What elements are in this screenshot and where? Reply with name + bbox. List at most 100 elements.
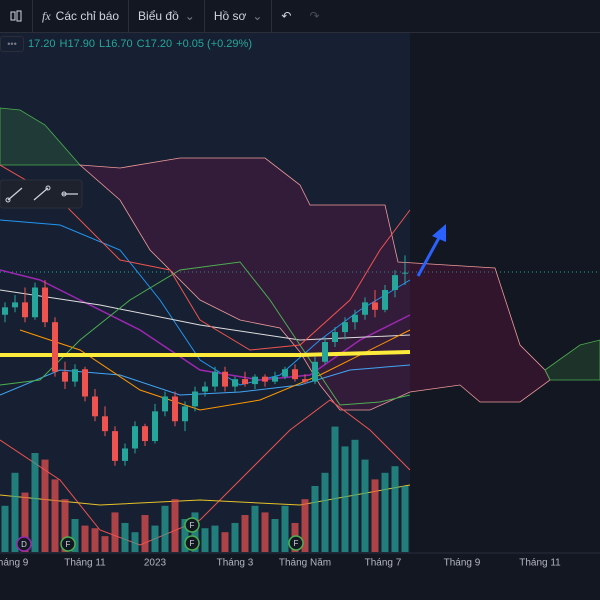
volume-bar [11,472,19,552]
event-marker [288,535,304,551]
candle-body [242,379,248,385]
toolbar: fx Các chỉ báo Biểu đồ ⌄ Hồ sơ ⌄ ↶ ↷ [0,0,600,33]
x-tick-label: Tháng 3 [217,558,254,569]
event-marker-label: F [294,539,299,548]
event-marker [16,536,32,552]
cloud-green [0,107,81,166]
collapse-button[interactable]: ••• [0,36,24,52]
volume-bar [351,439,359,552]
cloud-green [544,339,600,381]
change-value: +0.05 (+0.29%) [176,38,252,50]
candle-body [32,287,38,318]
candle-body [382,290,388,310]
event-marker-label: F [190,539,195,548]
bollinger-lower [0,399,411,546]
volume-bar [201,528,209,552]
ohlc-legend: ••• 17.20 H17.90 L16.70 C17.20 +0.05 (+0… [0,36,252,52]
candle-body [282,369,288,377]
volume-bar [31,453,39,552]
candle-body [252,376,258,385]
undo-button[interactable]: ↶ [281,9,292,23]
candle-body [352,314,358,323]
arrow-head [432,224,446,242]
volume-bar [271,519,279,552]
volume-bar [381,472,389,552]
volume-bar [401,486,409,552]
candle-body [72,369,78,382]
indicators-label: Các chỉ báo [55,9,120,23]
candle-body [302,379,308,382]
candle-body [192,391,198,407]
chart-label: Biểu đồ [138,9,179,23]
volume-bar [111,512,119,552]
candle-body [42,287,48,323]
candle-body [392,275,398,290]
event-marker [60,536,76,552]
candle-body [402,272,408,274]
candle-body [182,406,188,422]
volume-bar [161,505,169,552]
volume-bar [321,472,329,552]
candle-body [2,307,8,315]
tool-icon[interactable] [61,191,67,197]
volume-bar [281,505,289,552]
candle-body [312,361,318,382]
profile-label: Hồ sơ [213,9,247,23]
candle-body [202,386,208,392]
volume-bar [151,525,159,552]
volume-bar [121,522,129,552]
tool-icons[interactable] [7,187,78,201]
candle-body [112,431,118,461]
candle-body [142,426,148,442]
tool-icon[interactable] [5,197,11,203]
volume-bar [241,515,249,552]
event-marker-label: F [190,521,195,530]
arrow-line [416,235,442,277]
volume-bar [131,532,139,552]
volume-bar [21,492,29,552]
candle-body [152,411,158,442]
profile-menu[interactable]: Hồ sơ ⌄ [205,0,273,32]
volume-bar [61,499,69,552]
indicators-button[interactable]: fx Các chỉ báo [33,0,130,32]
chart-menu[interactable]: Biểu đồ ⌄ [129,0,205,32]
volume-bar [221,532,229,552]
tool-icon[interactable] [45,185,51,191]
candle-body [92,396,98,417]
candle-body [212,371,218,387]
volume-bar [141,515,149,552]
candle-body [172,396,178,422]
candle-body [342,322,348,333]
volume-bar [81,525,89,552]
ma-line [0,219,411,386]
volume-bar [181,519,189,552]
candle-body [22,302,28,318]
candle-body [262,376,268,382]
high-value: H17.90 [59,38,96,50]
chevron: ⌄ [184,9,195,23]
candle-body [362,302,368,315]
volume-bar [371,479,379,552]
candle-body [122,448,128,461]
chevron: ⌄ [252,9,263,23]
candle-body [132,426,138,449]
volume-bar [101,536,109,552]
volume-bar [301,499,309,552]
redo-button[interactable]: ↷ [309,9,320,23]
volume-bar [251,505,259,552]
open-value: 17.20 [28,38,56,50]
volume-bar [311,486,319,552]
x-tick-label: Tháng 11 [64,558,106,569]
candle-body [102,416,108,432]
event-marker-label: F [66,540,71,549]
x-tick-label: Tháng 11 [519,558,561,569]
x-tick-label: 2023 [144,558,167,569]
volume-bar [361,459,369,552]
event-marker-label: D [21,540,27,549]
volume-bar [391,466,399,552]
close-value: C17.20 [136,38,173,50]
candle-body [292,369,298,380]
x-tick-label: Tháng 7 [365,558,402,569]
volume-bar [71,519,79,552]
candle-type-button[interactable] [0,0,33,32]
